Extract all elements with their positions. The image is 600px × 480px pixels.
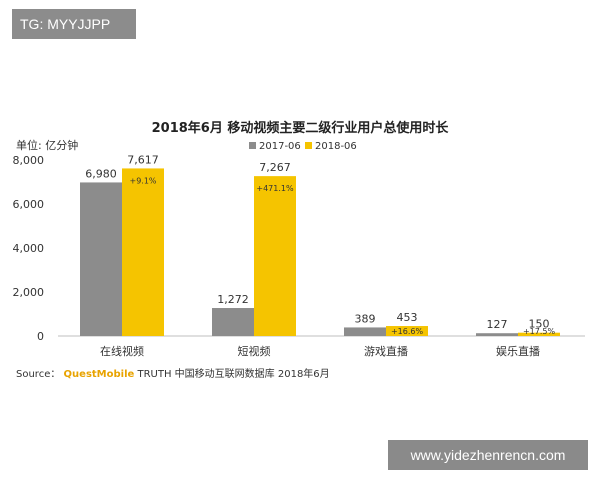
- x-category-label: 游戏直播: [364, 344, 408, 358]
- legend-swatch-2018: [305, 142, 312, 149]
- value-label-2017: 389: [355, 312, 376, 325]
- y-axis-unit-label: 单位: 亿分钟: [16, 139, 79, 152]
- legend-swatch-2017: [249, 142, 256, 149]
- growth-label: +471.1%: [256, 184, 294, 193]
- y-tick-label: 6,000: [13, 198, 45, 211]
- x-category-label: 短视频: [238, 344, 271, 358]
- value-label-2018: 7,617: [127, 153, 159, 166]
- bar-2017: [212, 308, 254, 336]
- bar-2018: [386, 326, 428, 336]
- legend-label-2017: 2017-06: [259, 141, 301, 152]
- y-tick-label: 2,000: [13, 286, 45, 299]
- value-label-2017: 1,272: [217, 293, 249, 306]
- bar-2018: [254, 176, 296, 336]
- growth-label: +9.1%: [129, 176, 156, 185]
- y-tick-label: 0: [37, 330, 44, 343]
- chart-title: 2018年6月 移动视频主要二级行业用户总使用时长: [151, 121, 449, 136]
- growth-label: +17.5%: [523, 327, 556, 336]
- value-label-2017: 6,980: [85, 167, 117, 180]
- source-prefix: Source：: [16, 369, 61, 380]
- source-brand: QuestMobile: [63, 369, 135, 380]
- bar-2018: [518, 332, 560, 336]
- y-tick-label: 8,000: [13, 154, 45, 167]
- source-suffix: TRUTH 中国移动互联网数据库 2018年6月: [137, 369, 330, 380]
- legend-label-2018: 2018-06: [315, 141, 357, 152]
- bar-2017: [476, 333, 518, 336]
- bar-2017: [344, 327, 386, 336]
- watermark-bottom-right: www.yidezhenrencn.com: [388, 440, 588, 470]
- watermark-top-left: TG: MYYJJPP: [12, 9, 136, 39]
- growth-label: +16.6%: [391, 327, 424, 336]
- x-category-label: 在线视频: [100, 344, 144, 358]
- bar-2017: [80, 182, 122, 336]
- value-label-2018: 453: [397, 311, 418, 324]
- y-tick-label: 4,000: [13, 242, 45, 255]
- value-label-2018: 150: [529, 318, 550, 331]
- source-note: Source： QuestMobile TRUTH 中国移动互联网数据库 201…: [16, 365, 330, 380]
- bar-2018: [122, 168, 164, 336]
- value-label-2017: 127: [487, 318, 508, 331]
- value-label-2018: 7,267: [259, 161, 291, 174]
- x-category-label: 娱乐直播: [496, 344, 540, 358]
